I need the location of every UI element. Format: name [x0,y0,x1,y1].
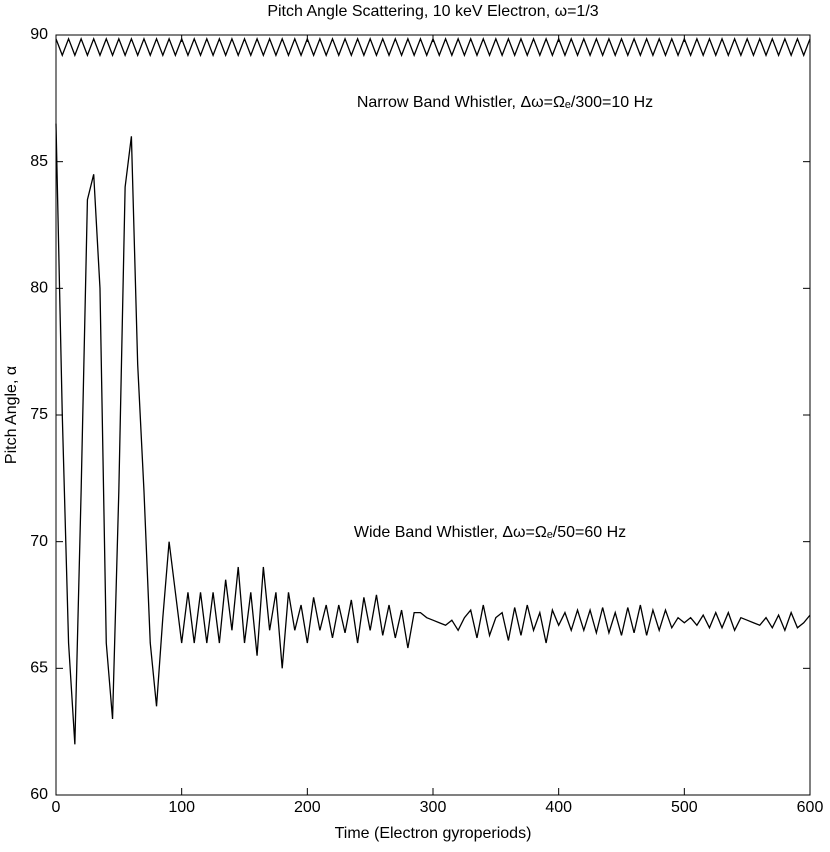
y-tick-label: 75 [30,406,48,423]
x-tick-label: 400 [545,799,572,816]
annotation: Narrow Band Whistler, Δω=Ωₑ/300=10 Hz [357,94,653,111]
x-tick-label: 100 [168,799,195,816]
y-tick-label: 80 [30,280,48,297]
x-tick-label: 500 [671,799,698,816]
y-tick-label: 60 [30,786,48,803]
y-tick-label: 85 [30,153,48,170]
x-axis-label: Time (Electron gyroperiods) [335,825,532,842]
y-tick-label: 90 [30,26,48,43]
x-tick-label: 600 [797,799,824,816]
chart-title: Pitch Angle Scattering, 10 keV Electron,… [267,3,598,20]
y-tick-label: 65 [30,660,48,677]
plot-frame [55,34,811,796]
x-tick-label: 0 [52,799,61,816]
y-axis-label: Pitch Angle, α [3,366,20,464]
x-tick-label: 200 [294,799,321,816]
data-line [55,123,811,745]
y-tick-label: 70 [30,533,48,550]
data-line [55,36,811,58]
x-tick-label: 300 [420,799,447,816]
annotation: Wide Band Whistler, Δω=Ωₑ/50=60 Hz [354,524,626,541]
